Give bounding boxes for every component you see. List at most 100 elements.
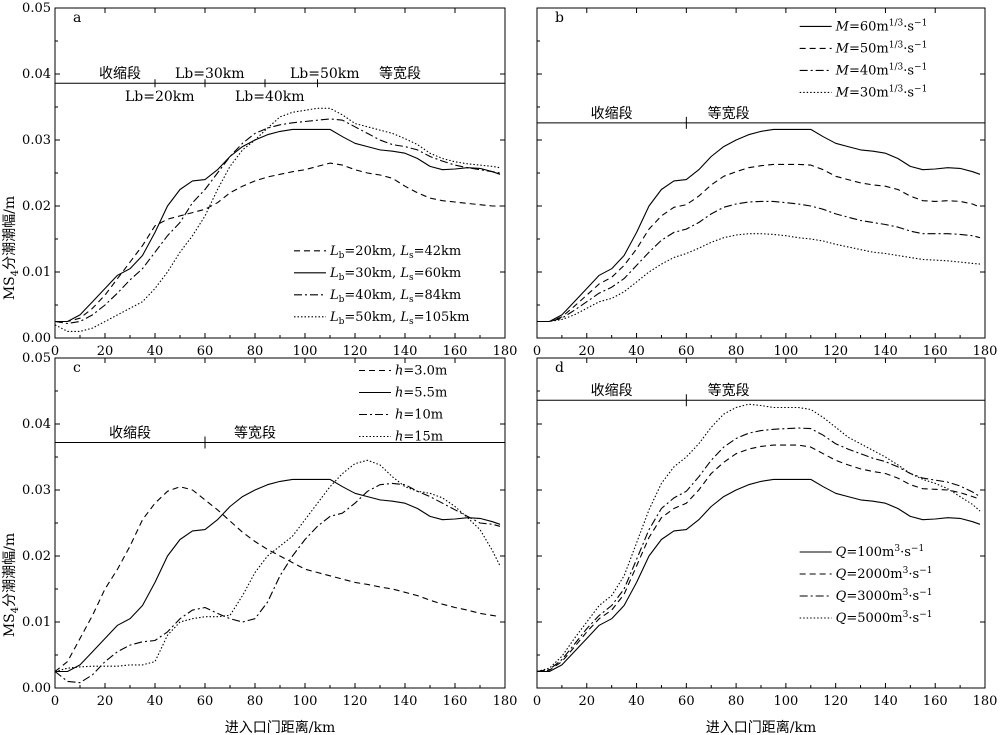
series-line-c-1: [55, 478, 501, 673]
x-tick-label: 20: [97, 344, 114, 359]
x-tick-label: 180: [493, 694, 518, 709]
panel-d: 0 20 40 60 80 100 120 140 160 180 d 收缩段 等宽段 Q=100m3·s…: [533, 357, 998, 709]
x-tick-label: 60: [678, 694, 695, 709]
series-line-c-3: [54, 459, 501, 673]
series-line-d-2: [536, 427, 981, 673]
x-tick-label: 0: [533, 344, 541, 359]
legend-label: h=3.0m: [395, 364, 447, 379]
series-line-a-1: [55, 128, 501, 323]
x-tick-label: 140: [393, 694, 418, 709]
x-tick-label: 0: [51, 344, 59, 359]
segment-left-label: 收缩段: [99, 66, 141, 82]
panel-b: 0 20 40 60 80 100 120 140 160 180 b 收缩段 等宽段 M=60m1/3·…: [533, 7, 997, 359]
y-tick-label: 0.04: [22, 67, 51, 82]
y-tick-label: 0.05: [22, 1, 51, 16]
xlabel-right: 进入口门距离/km: [706, 719, 816, 735]
panel-a: 0 20 40 60 80 100 120 140 160 180 0.00 0.01 0.02 0.03…: [22, 1, 517, 359]
panel-letter: d: [555, 360, 564, 376]
x-tick-label: 60: [197, 344, 214, 359]
series-line-a-0: [55, 162, 500, 323]
series-line-a-3: [54, 107, 501, 332]
segment-right-label: 等宽段: [234, 424, 276, 441]
legend-label: Q=2000m3·s−1: [836, 566, 933, 582]
segment-right-label: 等宽段: [708, 382, 750, 399]
lb20-label: Lb=20km: [125, 89, 195, 105]
legend-label: Q=100m3·s−1: [836, 544, 925, 560]
legend-label: Q=3000m3·s−1: [836, 588, 933, 604]
legend-label: Lb=40km, Ls=84km: [329, 288, 461, 305]
x-tick-label: 160: [923, 694, 948, 709]
lb50-label: Lb=50km: [290, 66, 360, 82]
x-tick-label: 100: [773, 694, 798, 709]
series-line-b-1: [537, 163, 981, 323]
legend-label: h=15m: [395, 430, 443, 445]
x-tick-label: 160: [923, 344, 948, 359]
x-tick-label: 160: [443, 694, 468, 709]
legend-label: M=40m1/3·s−1: [835, 62, 928, 78]
lb30-label: Lb=30km: [175, 66, 245, 82]
x-tick-label: 60: [197, 694, 214, 709]
x-tick-label: 40: [147, 694, 164, 709]
series-line-b-0: [537, 128, 981, 323]
x-tick-label: 60: [678, 344, 695, 359]
panel-letter: b: [555, 10, 564, 26]
segment-right-label: 等宽段: [379, 65, 421, 82]
x-tick-label: 0: [533, 694, 541, 709]
x-tick-label: 40: [147, 344, 164, 359]
y-tick-label: 0.00: [22, 331, 51, 346]
y-tick-label: 0.01: [22, 265, 51, 280]
x-tick-label: 40: [628, 694, 645, 709]
panel-c: 0 20 40 60 80 100 120 140 160 180 0.00 0.01 0.02 0.03…: [22, 351, 517, 709]
legend-label: Lb=20km, Ls=42km: [329, 244, 461, 261]
legend-label: Lb=30km, Ls=60km: [329, 266, 461, 283]
series-line-b-2: [537, 200, 981, 323]
series-line-b-3: [537, 233, 981, 323]
y-tick-label: 0.02: [22, 199, 51, 214]
lb40-label: Lb=40km: [235, 89, 305, 105]
y-tick-label: 0.02: [22, 549, 51, 564]
legend-label: Q=5000m3·s−1: [836, 610, 933, 626]
ylabel-top: MS4分潮潮幅/m: [2, 196, 21, 300]
x-tick-label: 120: [343, 344, 368, 359]
series-line-d-3: [536, 403, 981, 673]
legend-b: M=60m1/3·s−1 M=50m1/3·s−1 M=40m1/3·s−1 M=30…: [799, 18, 928, 100]
x-tick-label: 180: [493, 344, 518, 359]
y-tick-label: 0.01: [22, 615, 51, 630]
plot-frame: [536, 357, 986, 689]
legend-label: M=60m1/3·s−1: [835, 18, 928, 34]
y-tick-label: 0.03: [22, 483, 51, 498]
x-tick-label: 160: [443, 344, 468, 359]
x-tick-label: 120: [343, 694, 368, 709]
ylabel-bottom: MS4分潮潮幅/m: [2, 533, 21, 637]
legend-label: h=10m: [395, 408, 443, 423]
segment-left-label: 收缩段: [591, 383, 633, 399]
series-line-d-1: [536, 444, 981, 673]
x-tick-label: 180: [973, 694, 998, 709]
x-tick-label: 80: [247, 694, 264, 709]
x-tick-label: 80: [728, 694, 745, 709]
x-tick-label: 20: [97, 694, 114, 709]
panel-letter: c: [73, 360, 81, 376]
legend-c: h=3.0m h=5.5m h=10m h=15m: [359, 364, 447, 445]
panel-letter: a: [73, 10, 81, 26]
y-tick-label: 0.04: [22, 417, 51, 432]
legend-a: Lb=20km, Ls=42km Lb=30km, Ls=60km Lb=40km,…: [294, 244, 470, 327]
legend-label: Lb=50km, Ls=105km: [329, 310, 470, 327]
series-line-a-2: [54, 118, 501, 325]
series-line-c-2: [54, 482, 501, 684]
x-tick-label: 20: [579, 694, 596, 709]
y-tick-label: 0.00: [22, 681, 51, 696]
x-tick-label: 80: [247, 344, 264, 359]
segment-right-label: 等宽段: [708, 105, 750, 122]
x-tick-label: 140: [393, 344, 418, 359]
segment-left-label: 收缩段: [109, 425, 151, 441]
xlabel-left: 进入口门距离/km: [225, 719, 335, 735]
x-tick-label: 80: [728, 344, 745, 359]
legend-label: M=30m1/3·s−1: [835, 84, 928, 100]
y-tick-label: 0.05: [22, 351, 51, 366]
segment-left-label: 收缩段: [591, 106, 633, 122]
x-tick-label: 0: [51, 694, 59, 709]
x-tick-label: 100: [773, 344, 798, 359]
x-tick-label: 100: [293, 344, 318, 359]
y-tick-label: 0.03: [22, 133, 51, 148]
